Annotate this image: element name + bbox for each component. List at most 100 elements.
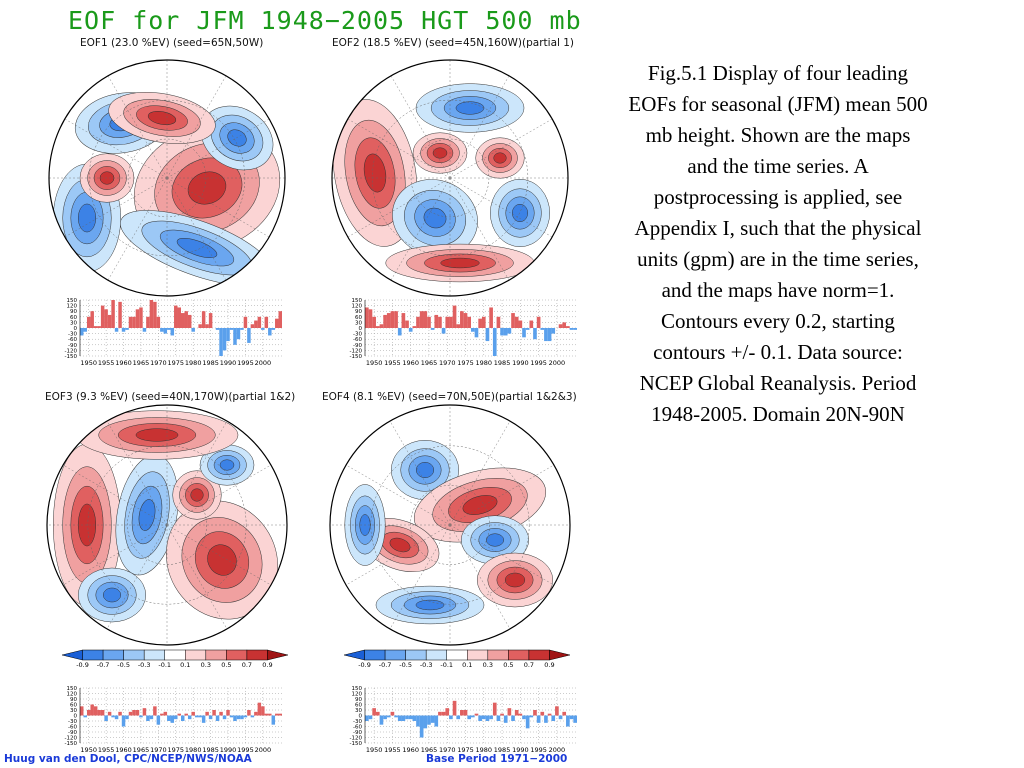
x-tick-label: 1965	[421, 359, 438, 367]
bar-1967	[434, 715, 439, 727]
bar-1985	[208, 313, 213, 328]
y-tick-label: 150	[352, 298, 363, 304]
bar-2001	[558, 324, 563, 328]
bar-1983	[201, 311, 206, 328]
bar-1988	[219, 711, 223, 716]
x-tick-label: 1955	[98, 746, 115, 754]
bar-1975	[463, 313, 468, 328]
bar-1990	[518, 713, 523, 716]
bar-1969	[153, 706, 157, 716]
y-tick-label: -30	[68, 332, 77, 338]
bar-1982	[198, 715, 202, 718]
negative-anomaly-contour	[77, 203, 97, 233]
x-tick-label: 1960	[402, 746, 419, 754]
bar-1998	[547, 328, 552, 342]
x-tick-label: 1985	[202, 746, 219, 754]
bar-1962	[128, 316, 133, 328]
bar-1971	[160, 713, 164, 716]
bar-1980	[481, 715, 486, 720]
colorbar-label: -0.1	[440, 661, 453, 669]
bar-1983	[201, 715, 206, 723]
bar-1963	[132, 316, 136, 328]
negative-anomaly-contour	[485, 533, 505, 547]
colorbar-label: -0.5	[117, 661, 130, 669]
bar-2002	[268, 713, 272, 716]
bar-2003	[566, 326, 570, 328]
bar-1953	[97, 326, 101, 328]
bar-1996	[247, 710, 251, 716]
bar-1988	[511, 715, 515, 721]
bar-1984	[496, 316, 501, 328]
figure-caption: Fig.5.1 Display of four leading EOFs for…	[628, 61, 928, 426]
bar-2002	[562, 322, 567, 328]
colorbar-label: 0.7	[524, 661, 534, 669]
bar-1986	[212, 710, 216, 716]
bar-1968	[149, 300, 154, 328]
bar-2005	[573, 328, 577, 330]
y-tick-label: 0	[359, 714, 363, 720]
latitude-circle	[87, 445, 247, 605]
positive-anomaly-contour	[432, 147, 448, 159]
negative-anomaly-contour	[176, 237, 218, 259]
bar-1963	[419, 715, 424, 738]
y-tick-label: 30	[355, 320, 362, 326]
bar-1956	[107, 314, 112, 328]
bar-1991	[522, 715, 526, 720]
bar-1997	[544, 328, 548, 342]
bar-1973	[456, 715, 461, 720]
bar-1955	[390, 311, 395, 328]
bar-1978	[184, 713, 188, 716]
y-tick-label: 60	[70, 703, 77, 709]
bar-2001	[558, 715, 563, 720]
bar-2001	[264, 713, 269, 716]
bar-1954	[100, 305, 105, 328]
meridian-line	[62, 524, 168, 586]
y-tick-label: -60	[68, 725, 77, 731]
x-tick-label: 1995	[530, 746, 547, 754]
bar-1972	[452, 700, 457, 716]
bar-1957	[397, 715, 402, 721]
bar-1953	[383, 314, 387, 328]
author-credit: Huug van den Dool, CPC/NCEP/NWS/NOAA	[4, 753, 252, 765]
positive-anomaly-contour	[389, 537, 411, 553]
bar-1952	[93, 326, 98, 328]
bar-1989	[222, 715, 227, 720]
bar-2003	[271, 715, 276, 725]
x-tick-label: 1995	[530, 359, 547, 367]
bar-1949	[83, 715, 87, 718]
bar-1994	[240, 715, 244, 720]
y-tick-label: 30	[355, 708, 362, 714]
latitude-circle	[127, 138, 207, 218]
bar-1998	[547, 713, 552, 716]
colorbar-arrow-right	[267, 649, 289, 661]
x-tick-label: 1960	[402, 359, 419, 367]
bar-1987	[507, 328, 512, 334]
bar-1984	[205, 324, 209, 328]
x-tick-label: 1965	[421, 746, 438, 754]
bar-1973	[167, 328, 171, 330]
colorbar-label: 0.3	[483, 661, 493, 669]
bar-1993	[236, 328, 241, 340]
bar-1956	[107, 711, 112, 716]
bar-1951	[90, 704, 94, 716]
bar-1994	[533, 328, 537, 340]
map-boundary	[329, 404, 571, 646]
bar-1999	[257, 702, 262, 716]
x-tick-label: 1990	[512, 746, 529, 754]
y-tick-label: 90	[70, 697, 77, 703]
bar-2005	[573, 715, 577, 723]
bar-1961	[125, 328, 129, 330]
bar-1956	[394, 311, 398, 328]
y-tick-label: 30	[70, 320, 77, 326]
bar-2004	[569, 328, 574, 330]
bar-1981	[194, 715, 199, 718]
bar-1959	[118, 301, 122, 328]
bar-2004	[275, 318, 279, 328]
y-tick-label: -60	[353, 725, 362, 731]
bar-2002	[562, 711, 567, 716]
positive-anomaly-contour	[440, 257, 480, 269]
x-tick-label: 1975	[457, 746, 474, 754]
bar-1957	[397, 328, 402, 336]
bar-1966	[430, 715, 435, 723]
